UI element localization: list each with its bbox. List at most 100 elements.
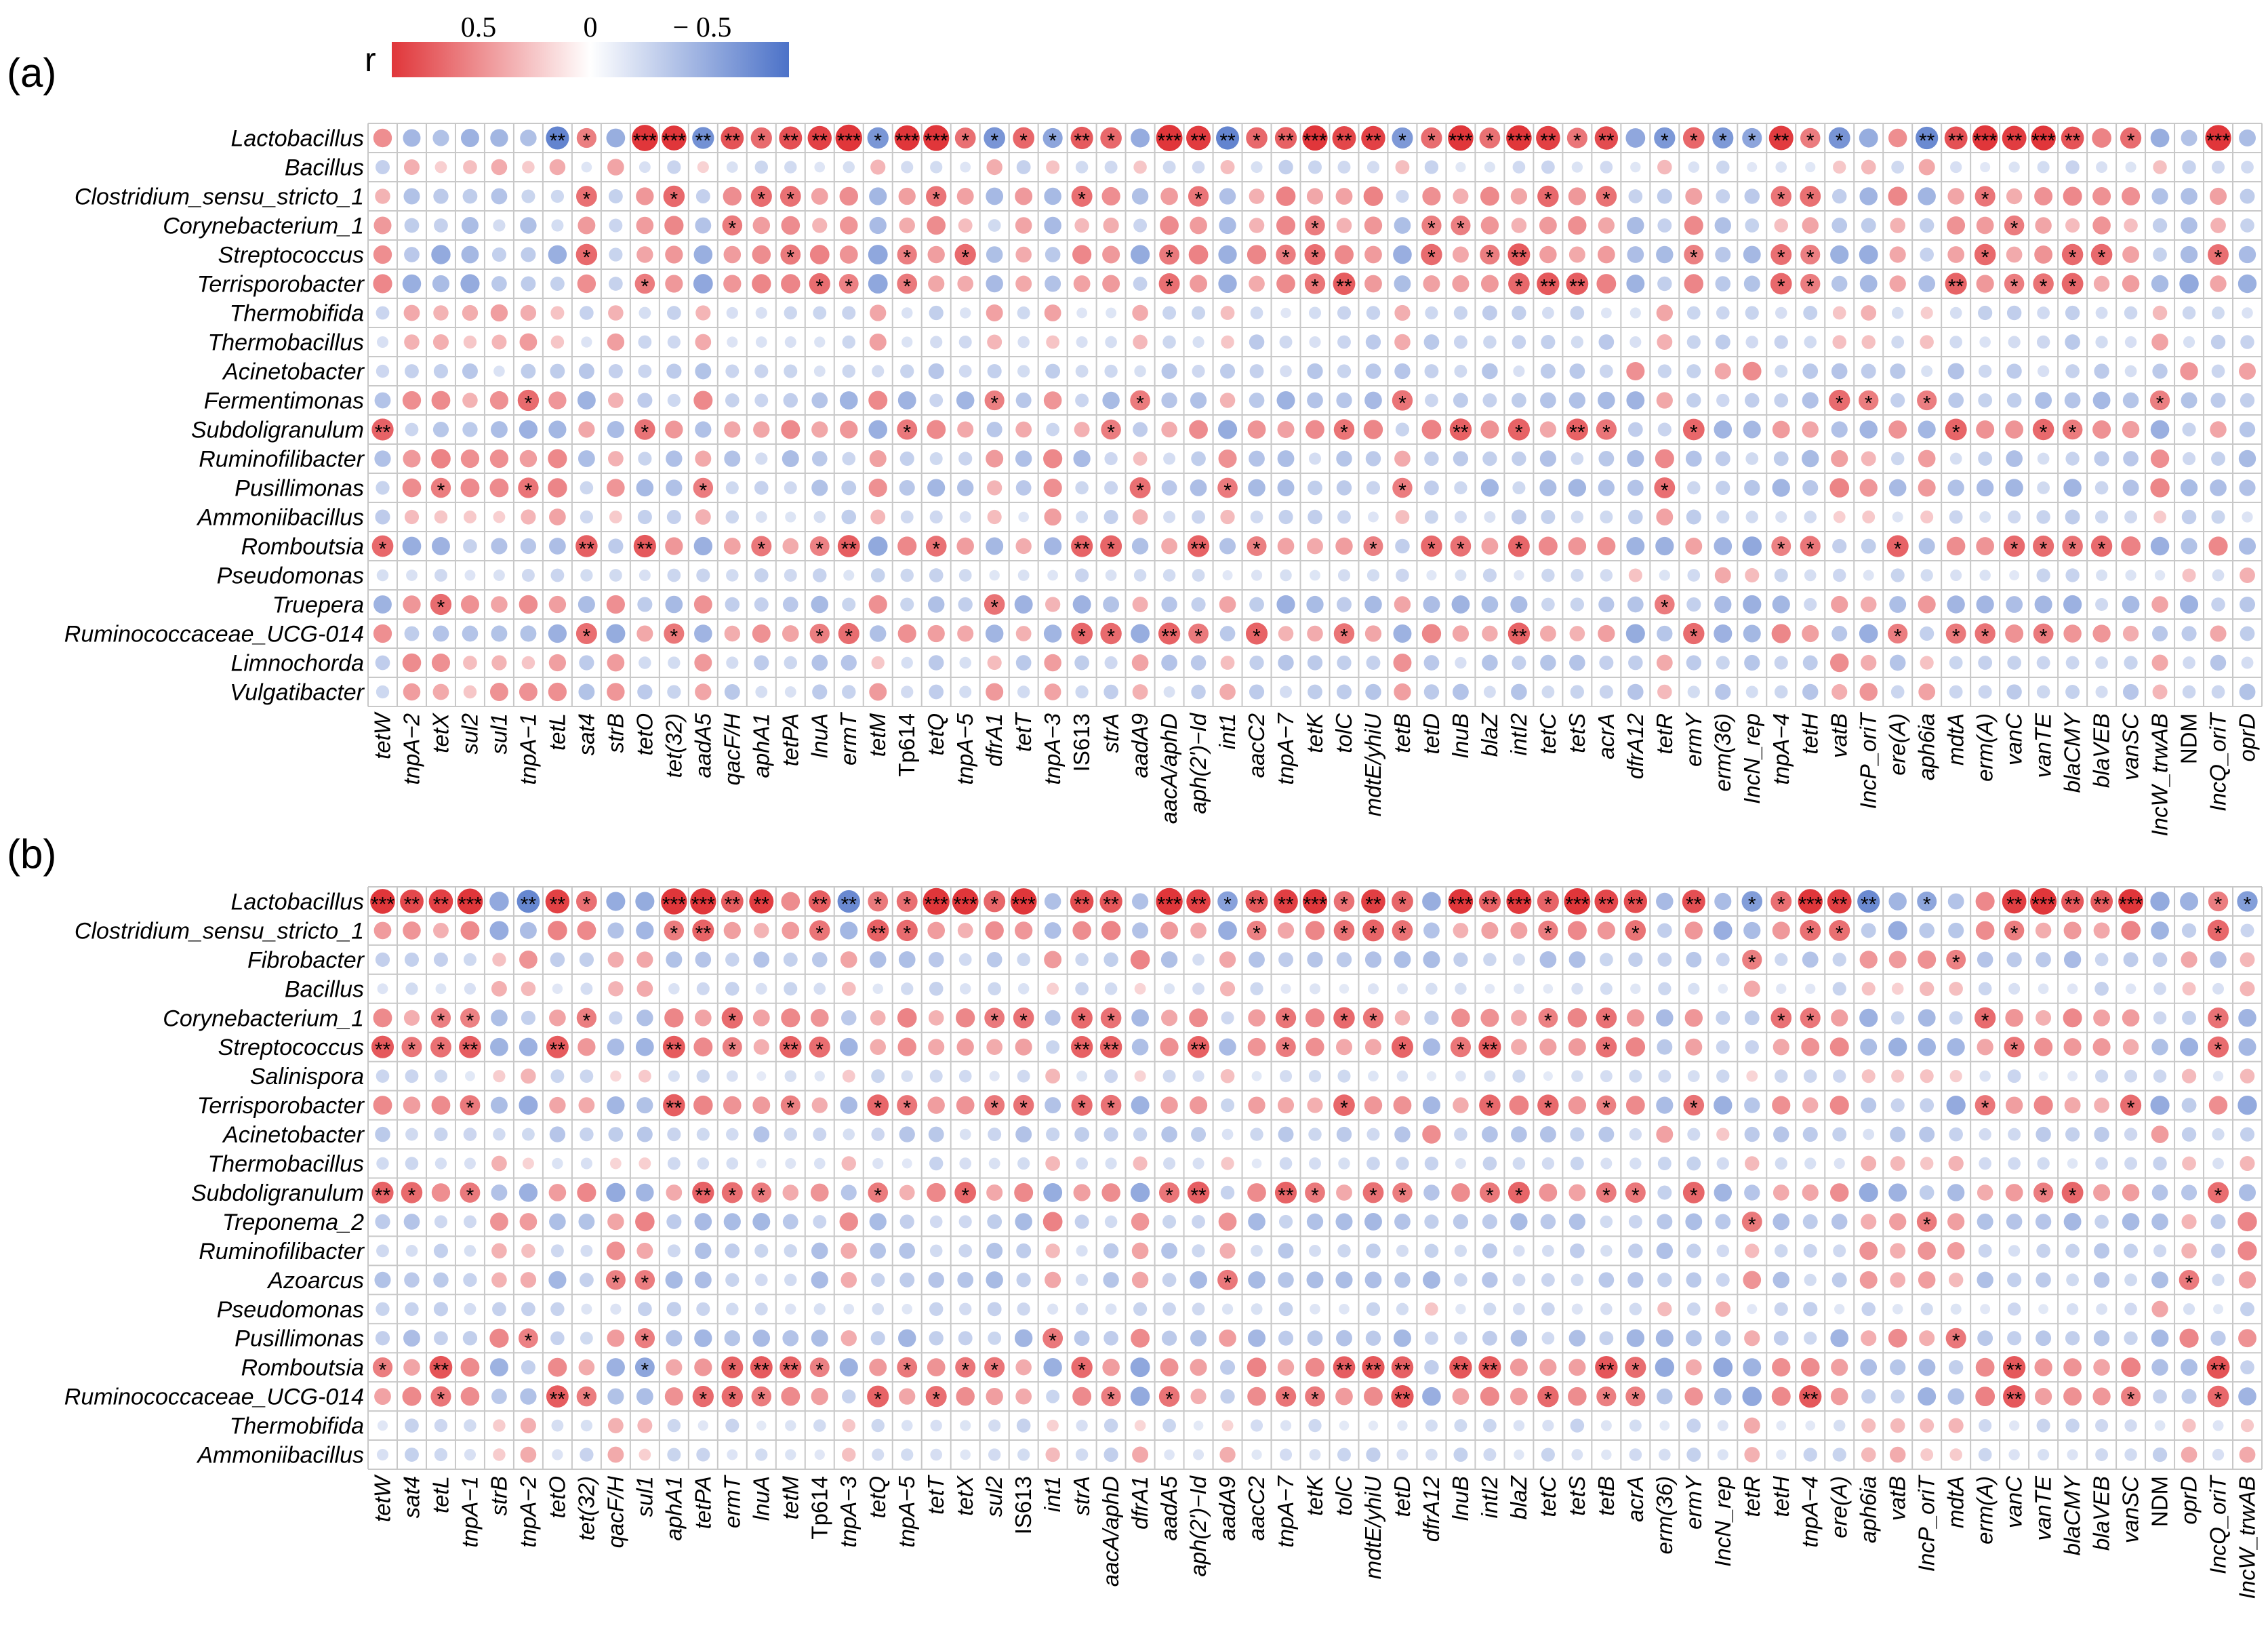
correlation-circle — [1187, 535, 1210, 557]
correlation-circle — [813, 568, 827, 582]
correlation-circle — [1975, 1387, 1996, 1407]
significance-stars: *** — [1973, 130, 1997, 153]
correlation-circle — [608, 1127, 624, 1142]
significance-stars: * — [757, 1389, 765, 1411]
correlation-circle — [1568, 951, 1586, 968]
correlation-circle — [1657, 364, 1672, 378]
correlation-circle — [1745, 452, 1759, 465]
correlation-circle — [784, 686, 796, 698]
correlation-circle — [1423, 655, 1440, 671]
correlation-circle — [371, 535, 394, 557]
correlation-circle — [809, 536, 830, 556]
correlation-circle — [868, 1182, 889, 1203]
correlation-circle — [1947, 216, 1966, 235]
correlation-circle — [2238, 1271, 2256, 1289]
significance-stars: * — [699, 480, 707, 502]
correlation-circle — [580, 569, 593, 582]
correlation-circle — [1829, 1037, 1849, 1057]
correlation-circle — [750, 1356, 773, 1379]
correlation-circle — [610, 1071, 622, 1082]
correlation-circle — [1308, 684, 1322, 700]
significance-stars: * — [2127, 130, 2135, 153]
correlation-circle — [661, 888, 687, 915]
correlation-circle — [1948, 1418, 1964, 1433]
correlation-circle — [1861, 1097, 1877, 1113]
correlation-circle — [2212, 1128, 2225, 1141]
correlation-circle — [1744, 1447, 1760, 1462]
correlation-circle — [1628, 568, 1642, 582]
correlation-circle — [2092, 216, 2111, 235]
correlation-circle — [1158, 1182, 1180, 1203]
correlation-circle — [1947, 1388, 1964, 1405]
significance-stars: * — [903, 893, 911, 915]
correlation-circle — [1484, 983, 1495, 994]
correlation-circle — [1105, 1157, 1117, 1170]
correlation-circle — [2180, 595, 2199, 614]
correlation-circle — [1162, 335, 1176, 349]
significance-stars: * — [1690, 422, 1698, 444]
correlation-circle — [1423, 922, 1440, 939]
correlation-circle — [635, 892, 655, 911]
correlation-circle — [520, 1446, 537, 1463]
correlation-circle — [1804, 336, 1817, 348]
correlation-circle — [2095, 656, 2108, 669]
column-label: aph(2')−Id — [1186, 1475, 1211, 1576]
significance-stars: * — [1544, 1389, 1552, 1411]
correlation-circle — [2031, 125, 2056, 151]
correlation-circle — [1655, 449, 1674, 469]
correlation-circle — [1042, 1328, 1064, 1349]
correlation-circle — [1103, 1243, 1119, 1259]
correlation-circle — [1888, 1328, 1907, 1348]
correlation-circle — [1803, 1243, 1817, 1258]
correlation-circle — [402, 653, 422, 673]
correlation-circle — [957, 923, 973, 938]
correlation-circle — [755, 306, 767, 319]
significance-stars: ** — [1074, 893, 1090, 915]
row-label: Ruminofilibacter — [199, 1239, 365, 1264]
significance-stars: * — [1544, 893, 1552, 915]
correlation-circle — [2092, 624, 2111, 643]
correlation-circle — [1361, 889, 1385, 914]
correlation-circle — [955, 1357, 976, 1378]
correlation-circle — [1541, 1157, 1555, 1170]
correlation-circle — [956, 479, 974, 496]
correlation-circle — [2006, 363, 2022, 379]
correlation-circle — [1333, 920, 1355, 941]
correlation-circle — [1800, 1008, 1821, 1029]
row-label: Clostridium_sensu_stricto_1 — [75, 184, 364, 210]
significance-stars: * — [641, 1330, 649, 1353]
correlation-circle — [1394, 683, 1411, 701]
correlation-circle — [1480, 479, 1499, 497]
correlation-circle — [2124, 1273, 2137, 1287]
significance-stars: ** — [1919, 130, 1935, 153]
correlation-circle — [726, 1128, 739, 1141]
column-label: tetW — [369, 711, 394, 759]
significance-stars: * — [1690, 1097, 1698, 1119]
correlation-circle — [667, 685, 681, 699]
significance-stars: * — [2098, 247, 2106, 269]
correlation-circle — [696, 982, 710, 995]
column-label: IncN_rep — [1739, 713, 1764, 804]
correlation-circle — [666, 1214, 682, 1229]
correlation-circle — [1016, 1273, 1031, 1288]
correlation-circle — [1014, 1329, 1033, 1347]
correlation-circle — [2151, 275, 2169, 293]
correlation-circle — [1015, 187, 1033, 205]
correlation-circle — [2002, 125, 2027, 151]
correlation-circle — [1016, 1418, 1031, 1433]
correlation-circle — [2181, 1446, 2198, 1463]
correlation-circle — [927, 420, 946, 439]
correlation-circle — [1920, 247, 1934, 262]
correlation-circle — [929, 1069, 943, 1083]
correlation-circle — [1745, 567, 1760, 583]
significance-stars: ** — [637, 538, 653, 561]
correlation-circle — [1772, 479, 1790, 497]
correlation-circle — [1568, 246, 1585, 263]
correlation-circle — [1452, 625, 1470, 642]
correlation-circle — [1600, 307, 1612, 319]
correlation-circle — [838, 622, 859, 645]
correlation-circle — [2183, 336, 2195, 348]
correlation-circle — [2181, 509, 2197, 525]
correlation-circle — [1776, 1449, 1787, 1460]
correlation-circle — [2037, 1157, 2050, 1170]
